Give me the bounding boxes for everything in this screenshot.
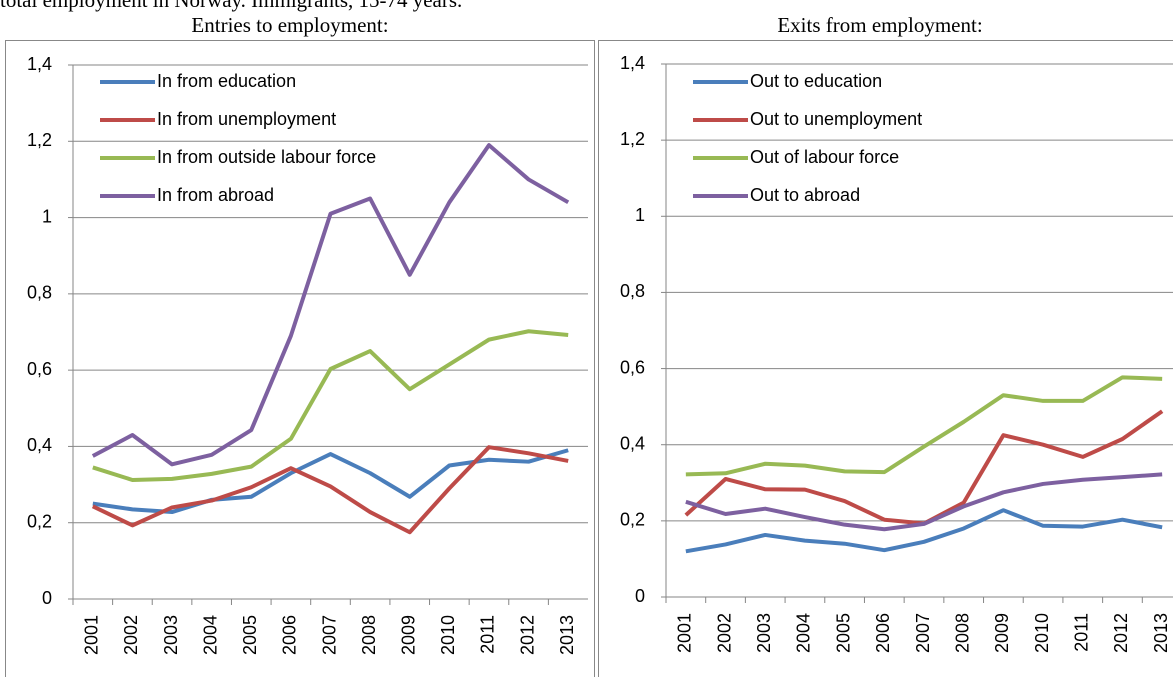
x-tick-label: 2006 xyxy=(280,615,300,655)
legend-label: In from outside labour force xyxy=(157,147,376,167)
y-tick-label: 0 xyxy=(635,586,645,606)
series-line xyxy=(685,472,1163,532)
x-tick-label: 2003 xyxy=(161,615,181,655)
legend-label: Out to unemployment xyxy=(750,109,922,129)
series-line xyxy=(92,329,569,482)
y-tick-label: 1,4 xyxy=(27,54,52,74)
y-tick-label: 0,8 xyxy=(27,283,52,303)
legend-label: Out to abroad xyxy=(750,185,860,205)
chart-title: Entries to employment: xyxy=(191,13,388,37)
series-line xyxy=(685,375,1163,477)
y-tick-label: 0,4 xyxy=(27,435,52,455)
y-tick-label: 0,4 xyxy=(620,433,645,453)
series-line xyxy=(91,445,569,535)
y-tick-label: 0 xyxy=(42,588,52,608)
x-tick-label: 2005 xyxy=(240,615,260,655)
y-tick-label: 0,2 xyxy=(27,511,52,531)
x-tick-label: 2003 xyxy=(754,613,774,653)
x-tick-label: 2005 xyxy=(833,613,853,653)
y-tick-label: 1,2 xyxy=(620,129,645,149)
y-tick-label: 0,8 xyxy=(620,281,645,301)
x-tick-label: 2012 xyxy=(1111,613,1131,653)
y-tick-label: 0,6 xyxy=(620,357,645,377)
legend-label: Out of labour force xyxy=(750,147,899,167)
chart-frame xyxy=(598,40,1173,677)
y-tick-label: 1 xyxy=(42,206,52,226)
legend-label: Out to education xyxy=(750,71,882,91)
chart-title: Exits from employment: xyxy=(777,13,982,37)
x-tick-label: 2010 xyxy=(438,615,458,655)
x-tick-label: 2001 xyxy=(82,615,102,655)
x-tick-label: 2002 xyxy=(121,615,141,655)
series-line xyxy=(685,508,1163,554)
x-tick-label: 2001 xyxy=(675,613,695,653)
x-tick-label: 2007 xyxy=(913,613,933,653)
y-tick-label: 1,4 xyxy=(620,53,645,73)
y-tick-label: 1,2 xyxy=(27,130,52,150)
x-tick-label: 2002 xyxy=(714,613,734,653)
x-tick-label: 2011 xyxy=(478,615,498,654)
legend-label: In from abroad xyxy=(157,185,274,205)
series-line xyxy=(92,448,569,515)
x-tick-label: 2012 xyxy=(517,615,537,655)
x-tick-label: 2004 xyxy=(200,615,220,655)
x-tick-label: 2013 xyxy=(1151,613,1171,653)
legend-label: In from unemployment xyxy=(157,109,336,129)
legend-label: In from education xyxy=(157,71,296,91)
x-tick-label: 2007 xyxy=(319,615,339,655)
x-tick-label: 2008 xyxy=(952,613,972,653)
y-tick-label: 0,2 xyxy=(620,510,645,530)
x-tick-label: 2009 xyxy=(992,613,1012,653)
x-tick-label: 2006 xyxy=(873,613,893,653)
y-tick-label: 0,6 xyxy=(27,359,52,379)
chart-frame xyxy=(5,40,595,677)
x-tick-label: 2011 xyxy=(1072,613,1092,652)
x-tick-label: 2010 xyxy=(1032,613,1052,653)
x-tick-label: 2004 xyxy=(794,613,814,653)
x-tick-label: 2008 xyxy=(359,615,379,655)
series-line xyxy=(91,143,570,467)
x-tick-label: 2013 xyxy=(557,615,577,655)
caption: total employment in Norway. Immigrants, … xyxy=(0,0,462,12)
y-tick-label: 1 xyxy=(635,205,645,225)
x-tick-label: 2009 xyxy=(398,615,418,655)
